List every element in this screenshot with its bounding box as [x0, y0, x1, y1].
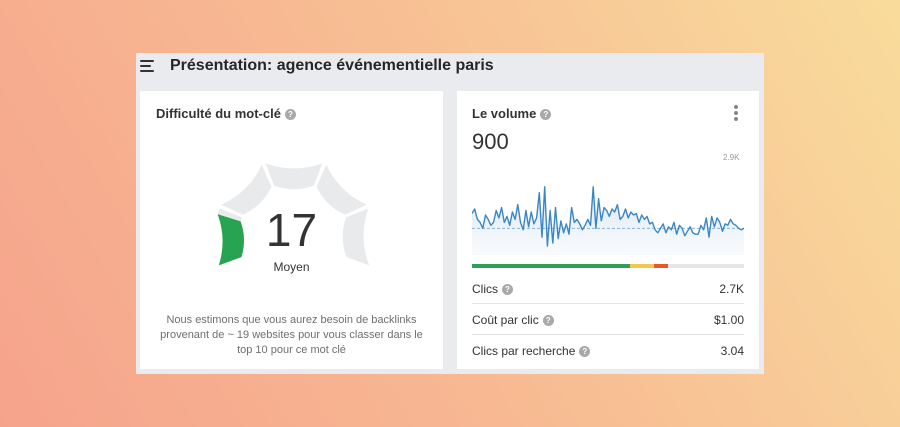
metric-row: Clics? 2.7K	[472, 273, 744, 304]
hamburger-menu-icon[interactable]	[140, 60, 156, 73]
gauge-track-segment	[217, 208, 242, 222]
metric-label: Coût par clic?	[472, 313, 554, 327]
search-volume-value: 900	[472, 129, 509, 154]
metric-label-text: Coût par clic	[472, 313, 539, 327]
difficulty-gauge	[217, 163, 370, 266]
metric-value: 2.7K	[719, 282, 744, 296]
metric-value: $1.00	[713, 313, 744, 327]
gauge-track-segment	[342, 208, 370, 266]
clicks-distribution-bar	[472, 264, 744, 268]
keyword-difficulty-label: Difficulté du mot-clé	[156, 106, 281, 121]
question-icon[interactable]: ?	[542, 315, 554, 326]
volume-trend-chart	[472, 186, 744, 255]
search-volume-title: Le volume?	[472, 106, 552, 121]
header-bar: Présentation: agence événementielle pari…	[136, 53, 764, 83]
keyword-difficulty-card: Difficulté du mot-clé? 17 Moyen Nous est…	[140, 91, 443, 369]
metric-label: Clics par recherche?	[472, 344, 591, 358]
metric-row: Coût par clic? $1.00	[472, 304, 744, 335]
metric-label-text: Clics par recherche	[472, 344, 576, 358]
metric-label: Clics?	[472, 282, 513, 296]
distribution-segment	[654, 264, 668, 268]
distribution-segment	[629, 264, 655, 268]
search-volume-label: Le volume	[472, 106, 537, 121]
difficulty-score: 17	[265, 204, 318, 256]
gauge-track-segment	[221, 164, 272, 215]
difficulty-description: Nous estimons que vous aurez besoin de b…	[160, 314, 423, 356]
metric-label-text: Clics	[472, 282, 498, 296]
keyword-overview-panel: Présentation: agence événementielle pari…	[136, 53, 764, 374]
difficulty-level: Moyen	[273, 260, 310, 274]
metric-row: Clics par recherche? 3.04	[472, 335, 744, 366]
distribution-segment	[472, 264, 630, 268]
volume-line	[472, 186, 744, 247]
chart-max-label: 2.9K	[723, 153, 740, 162]
keyword-difficulty-title: Difficulté du mot-clé?	[156, 106, 296, 121]
gauge-track-segment	[265, 163, 323, 190]
question-icon[interactable]: ?	[540, 109, 552, 120]
gauge-track-segment	[316, 164, 367, 215]
question-icon[interactable]: ?	[284, 109, 296, 120]
volume-area	[472, 186, 744, 255]
page-title: Présentation: agence événementielle pari…	[170, 57, 494, 74]
question-icon[interactable]: ?	[502, 284, 513, 295]
question-icon[interactable]: ?	[579, 346, 591, 357]
gauge-filled-segment	[217, 214, 244, 266]
metric-value: 3.04	[720, 344, 744, 358]
kebab-menu-icon[interactable]	[733, 105, 739, 121]
search-volume-card: Le volume? 900 2.9K Clics? 2.7K Coût par c…	[457, 91, 759, 369]
